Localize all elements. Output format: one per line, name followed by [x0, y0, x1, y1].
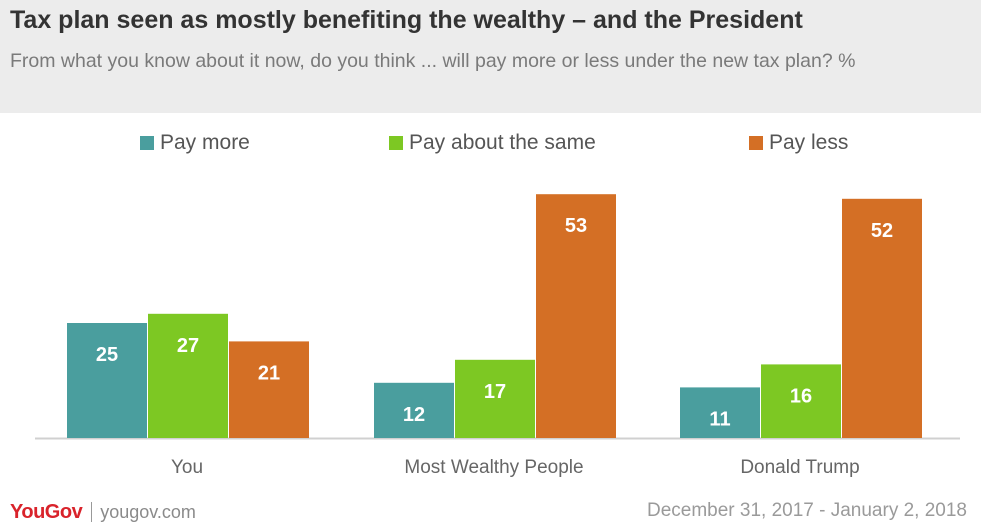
x-tick-label-donald-trump: Donald Trump: [740, 457, 859, 478]
footer-brand: YouGov yougov.com: [10, 499, 196, 525]
data-label-most-wealthy-people-pay-more: 12: [403, 404, 425, 426]
survey-dates: December 31, 2017 - January 2, 2018: [646, 500, 967, 521]
bar-donald-trump-pay-more: [680, 387, 760, 438]
footer-site: yougov.com: [100, 501, 196, 522]
bar-donald-trump-pay-about-the-same: [761, 364, 841, 438]
bar-most-wealthy-people-pay-more: [374, 382, 454, 438]
data-label-most-wealthy-people-pay-about-the-same: 17: [484, 381, 506, 403]
legend-swatch-pay-less: [749, 136, 763, 150]
x-tick-label-most-wealthy-people: Most Wealthy People: [404, 457, 583, 478]
chart-title: Tax plan seen as mostly benefiting the w…: [10, 6, 803, 34]
legend-swatch-pay-same: [389, 136, 403, 150]
bar-chart: 25 27 21 You 12 17 53 Most Wealthy People 11 16 52…: [35, 194, 960, 478]
legend-label-pay-more: Pay more: [160, 131, 250, 154]
data-label-donald-trump-pay-about-the-same: 16: [790, 385, 812, 407]
bar-donald-trump-pay-less: [842, 198, 922, 438]
legend-label-pay-less: Pay less: [769, 131, 849, 154]
bar-you-pay-less: [229, 341, 309, 438]
legend-swatch-pay-more: [140, 136, 154, 150]
legend-item-pay-more: Pay more: [140, 130, 250, 156]
data-label-you-pay-less: 21: [258, 362, 280, 384]
footer-divider: [91, 502, 93, 522]
chart-subtitle: From what you know about it now, do you …: [10, 50, 856, 72]
bar-most-wealthy-people-pay-about-the-same: [455, 359, 535, 438]
yougov-logo: YouGov: [10, 500, 83, 523]
x-tick-label-you: You: [171, 457, 203, 478]
bar-you-pay-more: [67, 323, 147, 438]
legend-item-pay-less: Pay less: [749, 130, 848, 156]
data-label-donald-trump-pay-less: 52: [871, 220, 893, 242]
data-label-donald-trump-pay-more: 11: [709, 408, 730, 430]
legend-label-pay-same: Pay about the same: [409, 131, 596, 154]
chart-header: Tax plan seen as mostly benefiting the w…: [0, 0, 981, 113]
data-label-you-pay-about-the-same: 27: [177, 335, 199, 357]
bar-you-pay-about-the-same: [148, 313, 228, 438]
chart-legend: Pay more Pay about the same Pay less: [0, 130, 981, 156]
legend-item-pay-same: Pay about the same: [389, 130, 596, 156]
data-label-most-wealthy-people-pay-less: 53: [565, 215, 587, 237]
bar-most-wealthy-people-pay-less: [536, 194, 616, 438]
data-label-you-pay-more: 25: [96, 344, 118, 366]
